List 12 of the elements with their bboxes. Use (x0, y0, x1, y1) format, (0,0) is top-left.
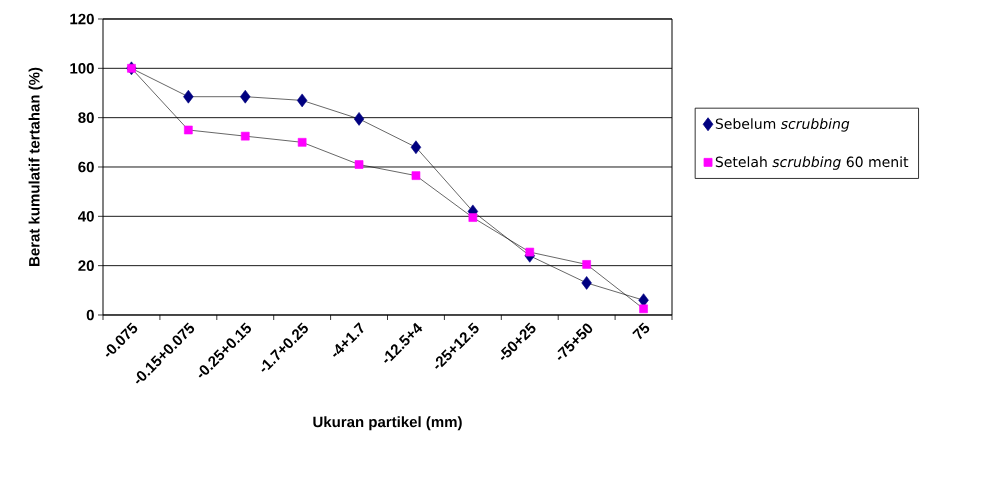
y-tick-label: 60 (78, 161, 94, 173)
y-tick-label: 120 (70, 13, 94, 25)
y-axis-title: Berat kumulatif tertahan (%) (28, 67, 43, 266)
legend-label: Setelah scrubbing 60 menit (715, 156, 909, 170)
y-tick-label: 40 (78, 211, 94, 222)
y-tick-label: 0 (86, 309, 94, 321)
x-tick-label: 75 (632, 322, 650, 340)
y-tick-label: 80 (78, 112, 94, 123)
y-tick-label: 20 (78, 260, 94, 271)
legend-label: Sebelum scrubbing (715, 118, 850, 132)
y-tick-label: 100 (70, 63, 94, 74)
x-axis-title: Ukuran partikel (mm) (313, 416, 462, 431)
